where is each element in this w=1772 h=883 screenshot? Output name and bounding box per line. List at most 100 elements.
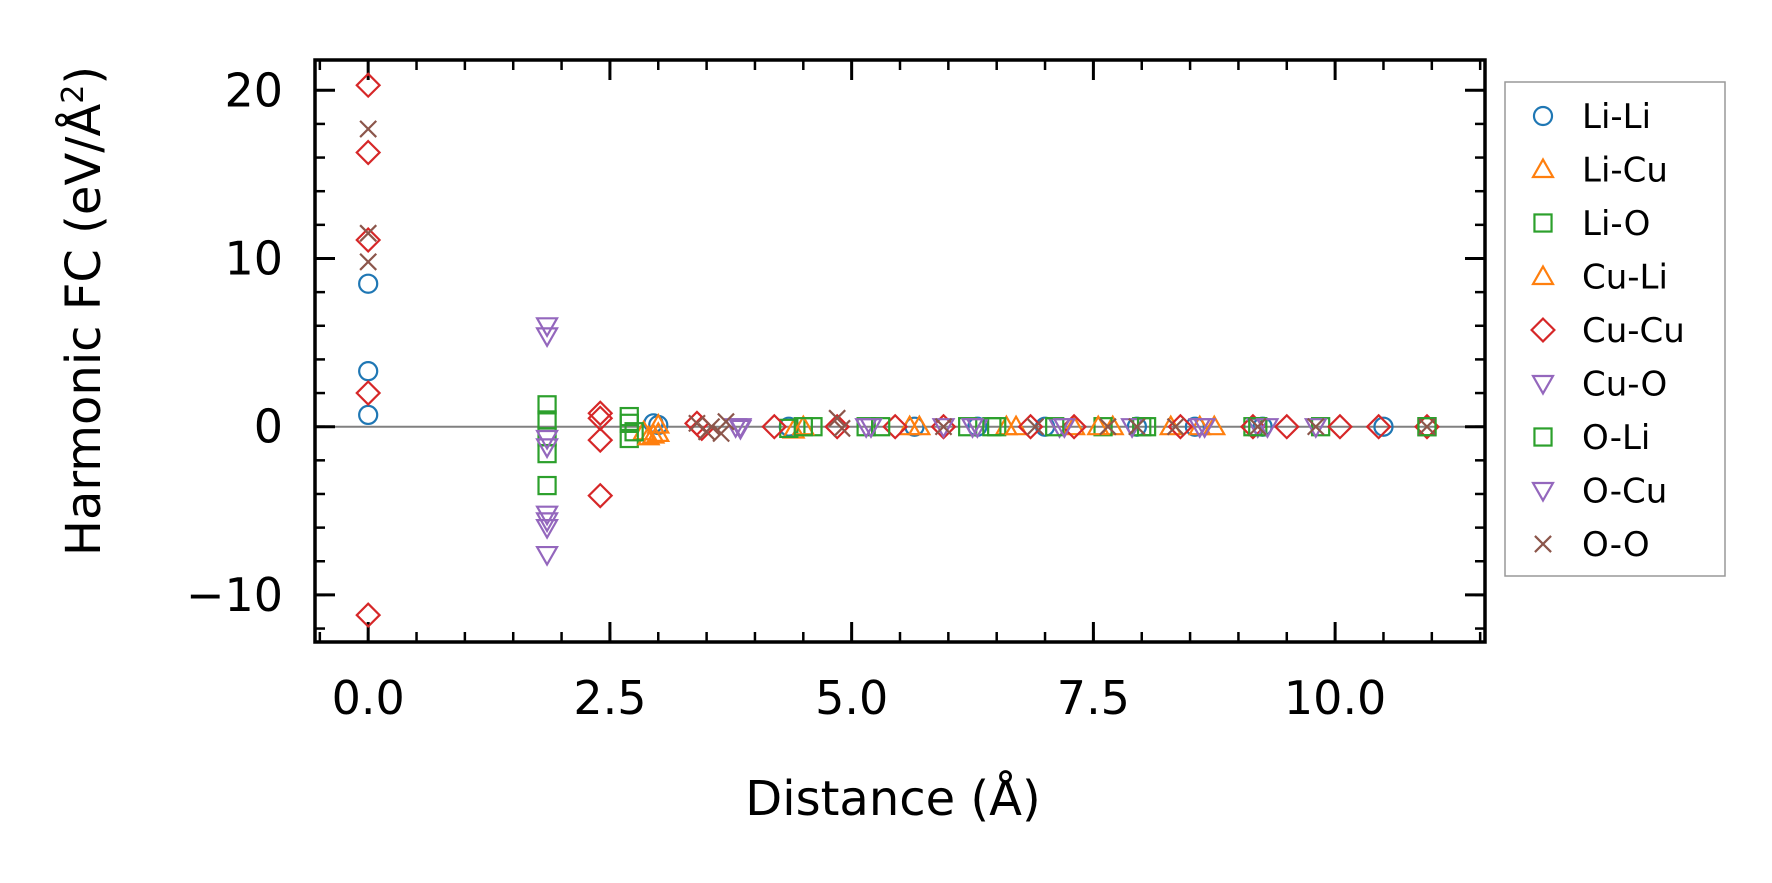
point-o-cu bbox=[859, 418, 883, 439]
point-li-cu bbox=[641, 422, 666, 444]
point-li-o bbox=[537, 443, 557, 464]
point-cu-cu bbox=[355, 139, 382, 166]
point-o-o bbox=[1166, 417, 1185, 436]
point-o-li bbox=[1417, 417, 1437, 437]
point-cu-cu bbox=[761, 413, 788, 440]
point-o-li bbox=[982, 417, 1002, 437]
legend-item-o-li: O-Li bbox=[1533, 418, 1650, 458]
point-o-cu bbox=[1052, 418, 1077, 439]
legend-label-li-cu: Li-Cu bbox=[1582, 151, 1668, 191]
point-cu-cu bbox=[355, 602, 382, 629]
legend-label-cu-cu: Cu-Cu bbox=[1582, 311, 1685, 351]
x-tick-label: 2.5 bbox=[573, 671, 646, 725]
y-tick-label: 10 bbox=[224, 231, 283, 285]
point-o-o bbox=[828, 409, 847, 428]
legend-box bbox=[1504, 81, 1726, 577]
point-o-o bbox=[1128, 417, 1146, 436]
point-li-o bbox=[537, 475, 557, 496]
legend-item-cu-o: Cu-O bbox=[1531, 365, 1667, 405]
legend-marker-cu-li bbox=[1531, 264, 1555, 286]
legend-item-cu-cu: Cu-Cu bbox=[1530, 311, 1685, 351]
point-li-cu bbox=[1062, 414, 1086, 436]
point-o-o bbox=[712, 424, 730, 443]
point-cu-o bbox=[535, 327, 559, 349]
y-axis-label-sup: 2 bbox=[56, 85, 91, 104]
legend-marker-o-li bbox=[1533, 427, 1553, 447]
plot-area: 0.0 2.5 5.0 7.5 10.0 −10 0 10 20 bbox=[186, 58, 1487, 725]
point-cu-o bbox=[535, 512, 559, 534]
x-tick-label: 7.5 bbox=[1057, 671, 1130, 725]
y-axis-label-main: Harmonic FC (eV/Å bbox=[55, 104, 112, 557]
point-cu-cu bbox=[824, 413, 851, 440]
point-cu-cu bbox=[587, 427, 614, 454]
legend-marker-li-cu bbox=[1531, 157, 1555, 179]
series-li-li bbox=[358, 273, 1438, 437]
legend-item-li-li: Li-Li bbox=[1532, 97, 1651, 137]
point-cu-li bbox=[1086, 414, 1111, 436]
point-o-o bbox=[1306, 417, 1325, 436]
point-o-li bbox=[624, 422, 644, 442]
plot-frame bbox=[313, 58, 1487, 644]
point-o-o bbox=[359, 224, 378, 243]
legend-item-li-o: Li-O bbox=[1533, 204, 1650, 244]
legend-marker-cu-cu bbox=[1530, 317, 1556, 343]
point-o-o bbox=[359, 120, 378, 138]
legend-marker-li-o bbox=[1533, 213, 1553, 233]
point-cu-cu bbox=[1327, 413, 1353, 440]
point-o-o bbox=[1026, 417, 1045, 436]
point-cu-li bbox=[907, 414, 932, 436]
point-cu-li bbox=[1187, 414, 1212, 436]
point-cu-cu bbox=[587, 400, 614, 427]
legend-label-cu-o: Cu-O bbox=[1582, 365, 1667, 405]
point-li-li bbox=[1373, 416, 1394, 437]
series-o-li bbox=[619, 413, 1437, 442]
point-cu-cu bbox=[355, 380, 382, 407]
point-o-o bbox=[1418, 417, 1436, 436]
x-tick-label: 5.0 bbox=[815, 671, 888, 725]
point-cu-o bbox=[1303, 418, 1328, 439]
point-o-o bbox=[1099, 417, 1117, 436]
legend-item-cu-li: Cu-Li bbox=[1531, 258, 1668, 298]
point-cu-o bbox=[535, 519, 559, 540]
point-li-li bbox=[358, 404, 379, 426]
point-o-cu bbox=[960, 418, 985, 439]
point-o-li bbox=[793, 417, 813, 437]
legend-marker-cu-o bbox=[1531, 374, 1555, 396]
point-cu-cu bbox=[1365, 413, 1392, 440]
point-li-li bbox=[358, 273, 379, 294]
svg-text:Harmonic FC (eV/Å2): Harmonic FC (eV/Å2) bbox=[55, 66, 112, 556]
legend-marker-o-o bbox=[1534, 535, 1552, 553]
point-li-cu bbox=[646, 412, 671, 434]
legend-label-o-cu: O-Cu bbox=[1582, 472, 1667, 512]
y-tick-label: 20 bbox=[224, 63, 283, 117]
x-tick-label: 10.0 bbox=[1284, 671, 1386, 725]
series-li-o bbox=[537, 395, 1437, 496]
point-o-cu bbox=[1187, 418, 1212, 439]
point-cu-cu bbox=[1273, 413, 1300, 440]
point-o-o bbox=[702, 417, 721, 436]
y-axis-label-end: ) bbox=[56, 66, 112, 85]
legend-item-o-cu: O-Cu bbox=[1531, 472, 1667, 512]
point-o-o bbox=[717, 412, 735, 431]
point-li-li bbox=[358, 361, 379, 382]
legend: Li-Li Li-Cu Li-O Cu-Li Cu-Cu Cu-O O-Li O-Cu O-O bbox=[1504, 81, 1726, 577]
point-o-o bbox=[1248, 417, 1267, 436]
point-li-o bbox=[619, 428, 639, 449]
point-cu-cu bbox=[587, 482, 614, 509]
series-o-cu bbox=[728, 418, 1280, 439]
point-li-o bbox=[537, 395, 557, 415]
legend-item-o-o: O-O bbox=[1534, 525, 1650, 565]
point-cu-cu bbox=[355, 227, 382, 253]
point-o-cu bbox=[1255, 418, 1280, 439]
point-cu-o bbox=[535, 438, 559, 460]
legend-label-li-li: Li-Li bbox=[1582, 97, 1651, 137]
legend-item-li-cu: Li-Cu bbox=[1531, 151, 1668, 191]
point-o-o bbox=[833, 419, 851, 438]
point-cu-o bbox=[931, 418, 956, 439]
point-o-o bbox=[359, 252, 378, 271]
point-cu-cu bbox=[882, 413, 909, 440]
point-li-li bbox=[1184, 416, 1206, 437]
y-axis-label: Harmonic FC (eV/Å2) bbox=[55, 66, 112, 556]
series-cu-cu bbox=[355, 72, 1440, 629]
point-cu-o bbox=[535, 505, 559, 527]
